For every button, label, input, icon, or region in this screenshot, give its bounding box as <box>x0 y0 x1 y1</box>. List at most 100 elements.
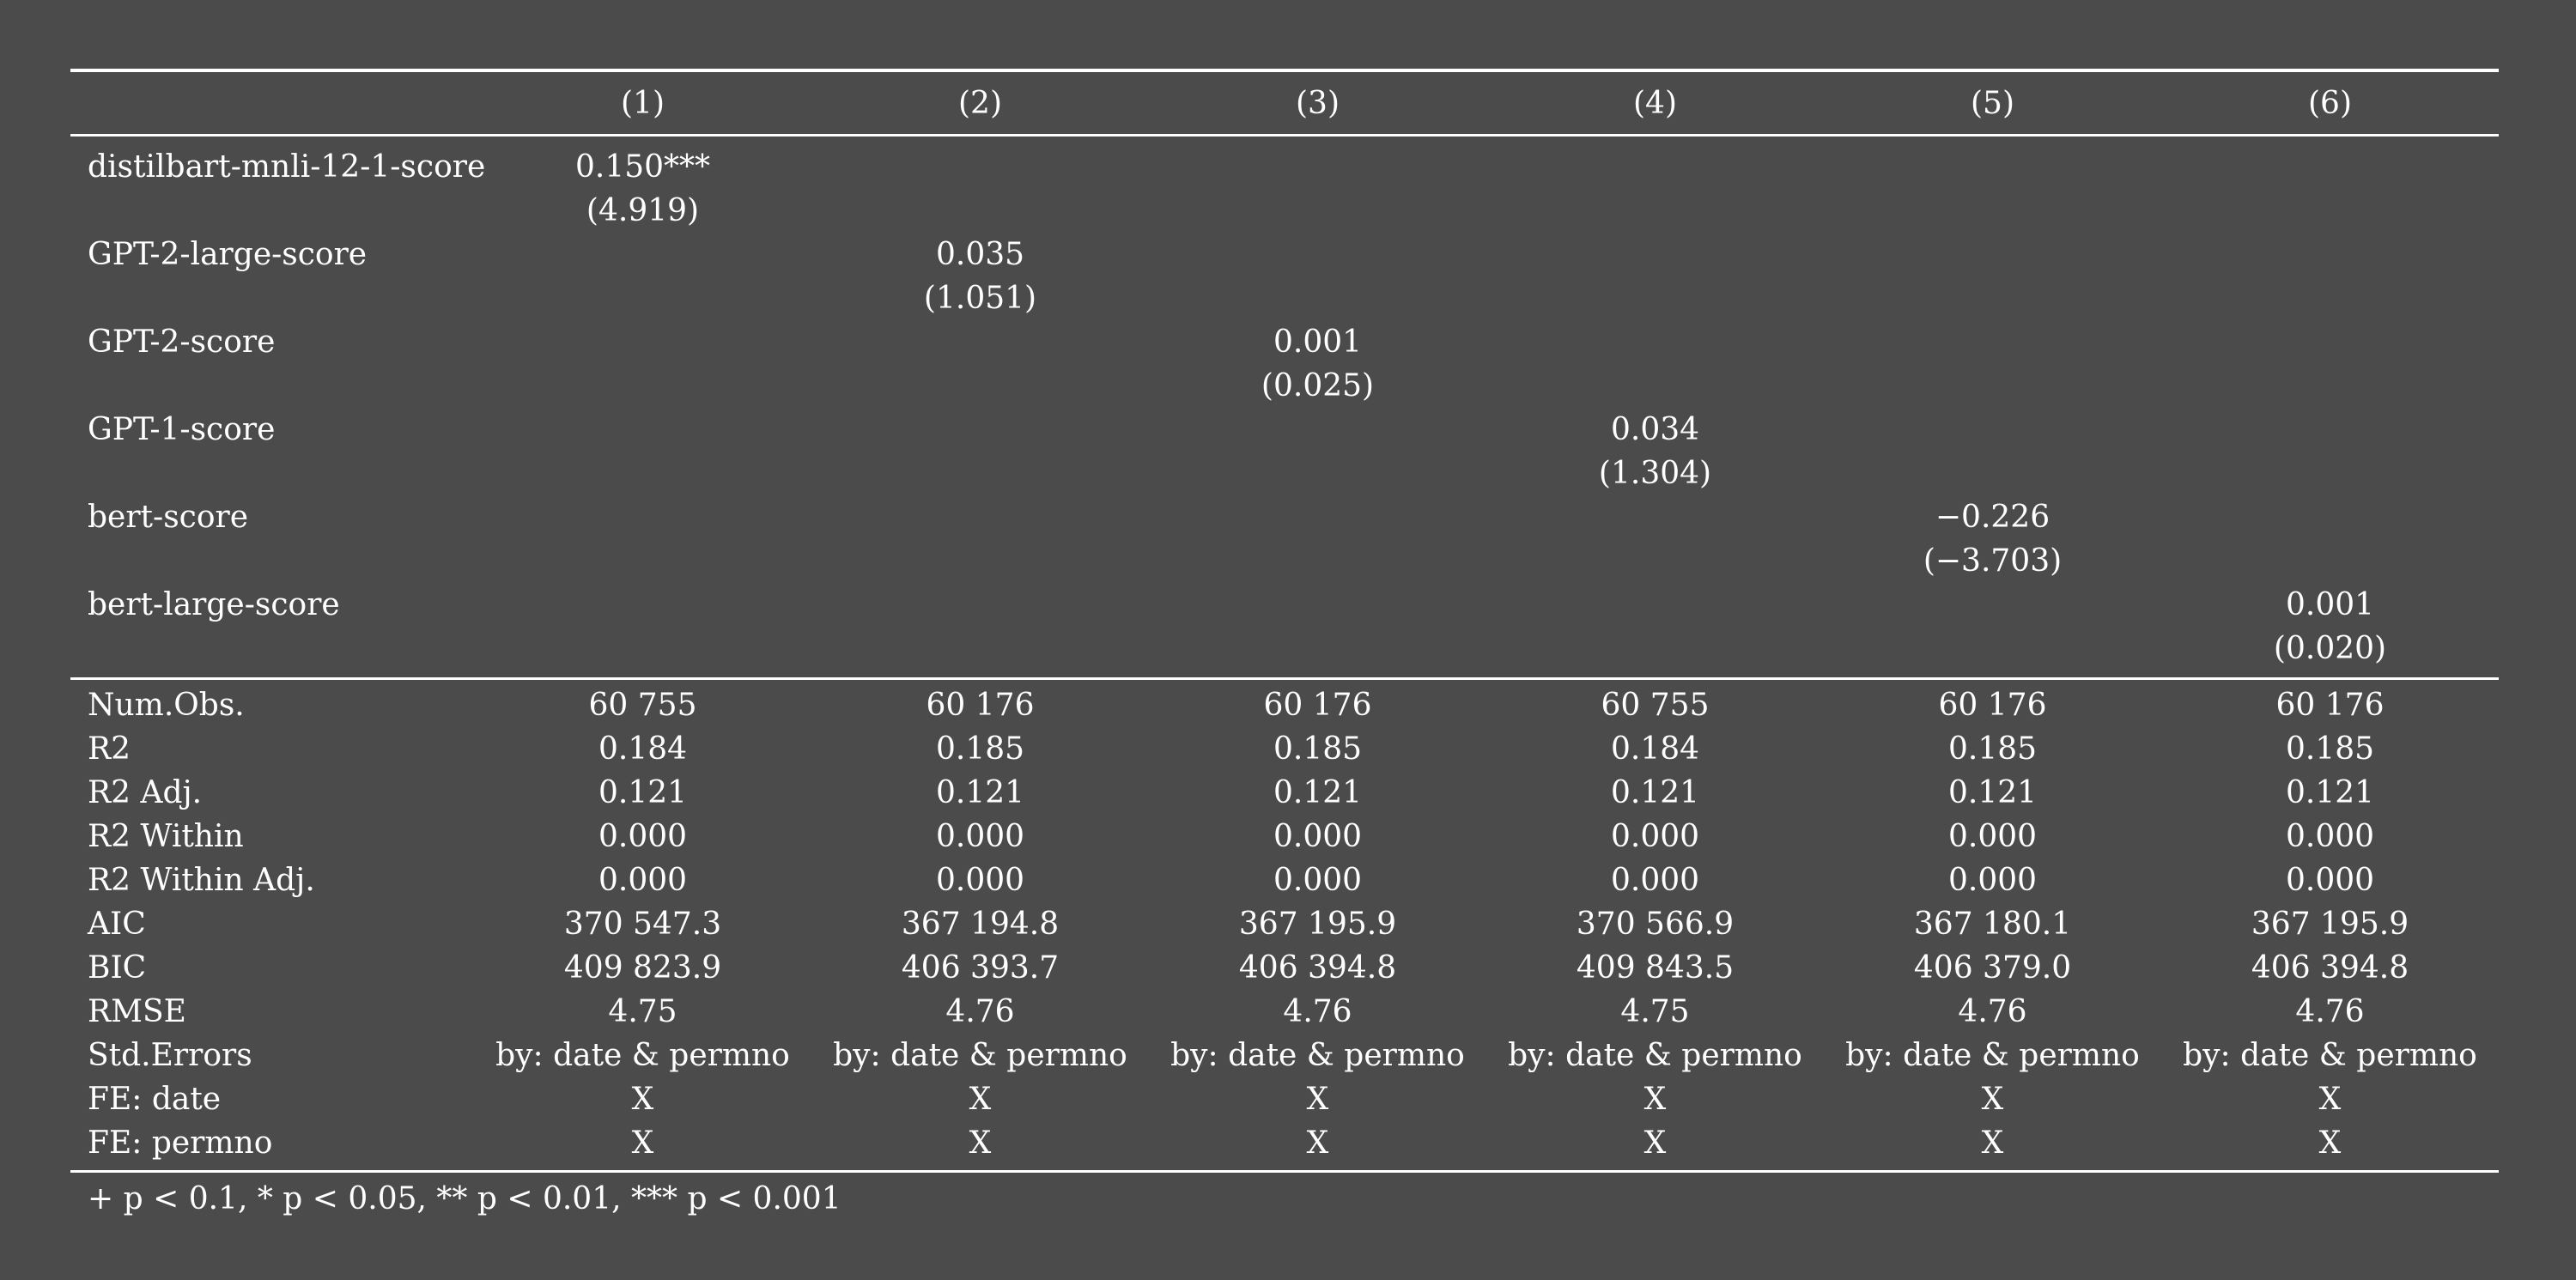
stat-value: X <box>474 1121 811 1173</box>
tstat-value <box>1149 189 1486 233</box>
tstat-value <box>1824 189 2161 233</box>
coefficient-value: 0.035 <box>935 237 1025 272</box>
stat-value: 60 176 <box>1824 677 2161 727</box>
column-header: (2) <box>811 69 1149 136</box>
coefficient-value <box>2161 136 2499 190</box>
coefficient-value <box>1149 136 1486 190</box>
stat-value: 409 823.9 <box>563 950 722 986</box>
coefficient-value <box>2161 495 2499 539</box>
tstat-value: (1.304) <box>1598 456 1712 491</box>
stat-value: 0.000 <box>1273 819 1363 854</box>
stat-value: 406 394.8 <box>2251 950 2409 986</box>
coefficient-row: bert-large-score 0.001 <box>70 583 2499 627</box>
tstat-value <box>1149 276 1486 320</box>
tstat-value: (4.919) <box>586 193 700 228</box>
tstat-value: (1.051) <box>923 281 1037 316</box>
variable-label: bert-large-score <box>88 587 340 622</box>
variable-label: distilbart-mnli-12-1-score <box>88 149 486 185</box>
stat-value: 370 547.3 <box>563 907 722 942</box>
coefficient-row: GPT-2-large-score 0.035 <box>70 233 2499 276</box>
coefficient-value <box>474 495 811 539</box>
tstat-value: (0.025) <box>1261 368 1375 403</box>
tstat-value <box>811 539 1149 583</box>
stat-value: 409 843.5 <box>1576 950 1735 986</box>
tstat-value <box>474 364 811 408</box>
coefficient-value <box>2161 233 2499 276</box>
coefficient-value <box>474 408 811 452</box>
tstat-value <box>1824 276 2161 320</box>
stat-value: 0.185 <box>935 731 1025 767</box>
coefficient-value: 0.001 <box>2285 587 2375 622</box>
stat-value: 367 180.1 <box>1913 907 2072 942</box>
stat-row-num-obs: Num.Obs. 60 755 60 176 60 176 60 755 60 … <box>70 677 2499 727</box>
stat-value: X <box>1643 1082 1667 1117</box>
stat-value: 60 176 <box>811 677 1149 727</box>
stat-value: 0.185 <box>1273 731 1363 767</box>
coefficient-value <box>1486 583 1824 627</box>
tstat-value <box>1149 627 1486 679</box>
coefficient-value <box>1824 136 2161 190</box>
stat-label: R2 Adj. <box>88 775 203 810</box>
stat-value: 367 194.8 <box>901 907 1060 942</box>
stat-value: 0.000 <box>1610 863 1700 898</box>
coefficient-value <box>811 136 1149 190</box>
tstat-value <box>1486 364 1824 408</box>
stat-value: 0.121 <box>935 775 1025 810</box>
variable-label: GPT-2-score <box>88 325 276 360</box>
stat-value: 60 176 <box>2161 677 2499 727</box>
tstat-row: (4.919) <box>70 189 2499 233</box>
stat-value: 0.000 <box>1610 819 1700 854</box>
coefficient-value <box>1149 233 1486 276</box>
regression-table-container: (1) (2) (3) (4) (5) (6) distilbart-mnli-… <box>70 69 2499 1221</box>
stat-value: 0.000 <box>598 863 688 898</box>
stat-value: 60 755 <box>1486 677 1824 727</box>
coefficient-value <box>1824 408 2161 452</box>
stat-value: 4.76 <box>1283 994 1352 1029</box>
tstat-value <box>2161 452 2499 495</box>
stat-row-r2: R2 0.184 0.185 0.185 0.184 0.185 0.185 <box>70 727 2499 771</box>
stat-value: 367 195.9 <box>2251 907 2409 942</box>
tstat-value <box>474 627 811 679</box>
coefficient-row: GPT-2-score 0.001 <box>70 320 2499 364</box>
tstat-value <box>2161 189 2499 233</box>
stat-value: 0.000 <box>598 819 688 854</box>
significance-notes: + p < 0.1, * p < 0.05, ** p < 0.01, *** … <box>88 1181 841 1216</box>
variable-label: bert-score <box>88 500 249 535</box>
stat-label: FE: permno <box>70 1121 474 1173</box>
column-header: (4) <box>1486 69 1824 136</box>
stat-value: X <box>969 1082 992 1117</box>
stat-value: X <box>1824 1121 2161 1173</box>
coefficient-value <box>1824 233 2161 276</box>
stat-value: X <box>1306 1082 1329 1117</box>
coefficient-value <box>474 320 811 364</box>
stat-label: Num.Obs. <box>70 677 474 727</box>
coefficient-value <box>474 233 811 276</box>
stat-value: 60 176 <box>1149 677 1486 727</box>
coefficient-value <box>474 583 811 627</box>
tstat-value <box>811 189 1149 233</box>
stat-row-r2-within: R2 Within 0.000 0.000 0.000 0.000 0.000 … <box>70 815 2499 858</box>
coefficient-value <box>1824 583 2161 627</box>
stat-label: RMSE <box>88 994 186 1029</box>
coefficient-value <box>1486 233 1824 276</box>
stat-value: by: date & permno <box>2183 1038 2477 1073</box>
tstat-value <box>2161 539 2499 583</box>
stat-row-std-errors: Std.Errors by: date & permno by: date & … <box>70 1034 2499 1077</box>
tstat-value: (0.020) <box>2273 631 2387 666</box>
stat-label: FE: date <box>88 1082 222 1117</box>
coefficient-value <box>1486 495 1824 539</box>
coefficient-value <box>1486 320 1824 364</box>
stat-value: 4.75 <box>608 994 677 1029</box>
stat-value: 4.76 <box>2295 994 2365 1029</box>
stat-value: 0.000 <box>1273 863 1363 898</box>
stat-value: 0.121 <box>2285 775 2375 810</box>
stat-value: 0.184 <box>598 731 688 767</box>
variable-label: GPT-2-large-score <box>88 237 368 272</box>
tstat-row: (0.020) <box>70 627 2499 679</box>
tstat-value <box>1486 276 1824 320</box>
stat-value: X <box>1981 1082 2004 1117</box>
coefficient-value <box>1824 320 2161 364</box>
tstat-value <box>1824 452 2161 495</box>
stat-value: 0.185 <box>2285 731 2375 767</box>
tstat-value: (−3.703) <box>1923 543 2063 579</box>
